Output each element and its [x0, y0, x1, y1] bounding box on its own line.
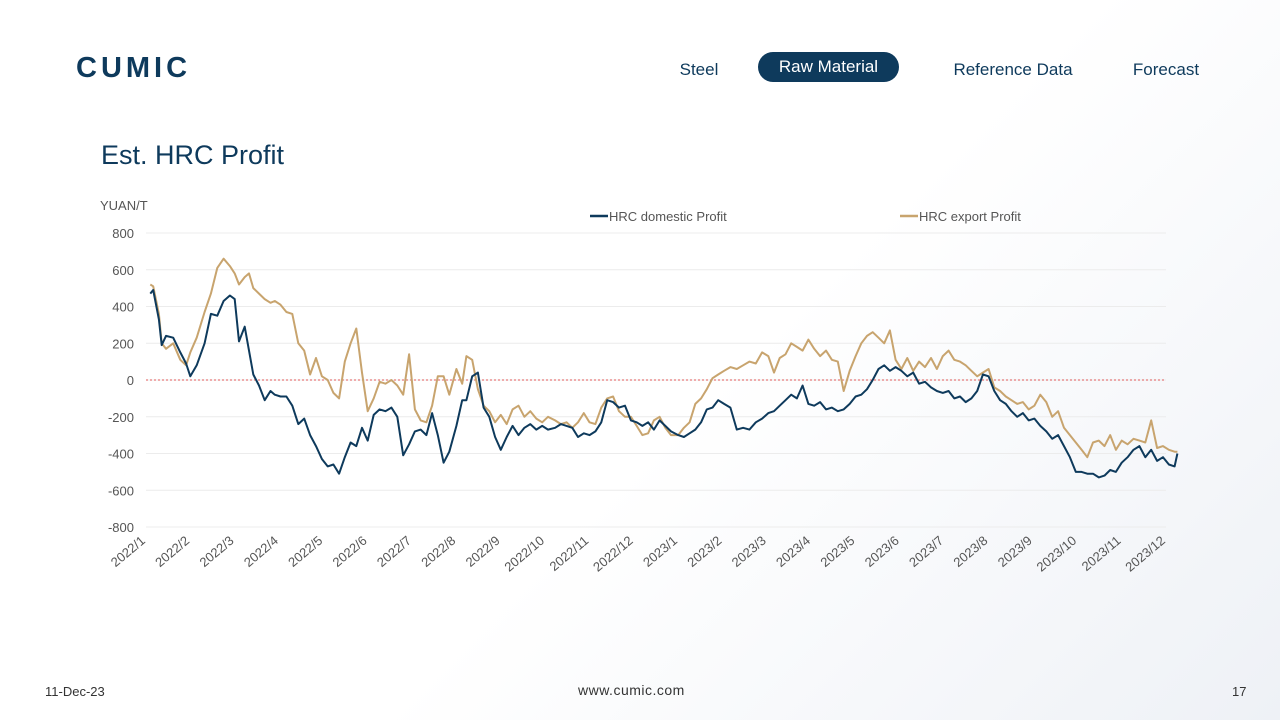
legend-label: HRC domestic Profit: [609, 209, 727, 224]
x-tick-label: 2022/5: [285, 533, 325, 570]
x-tick-label: 2022/12: [590, 533, 636, 575]
x-tick-label: 2022/8: [418, 533, 458, 570]
footer-website[interactable]: www.cumic.com: [578, 682, 685, 698]
page-title: Est. HRC Profit: [101, 140, 285, 170]
cumic-logo: CUMIC: [76, 53, 191, 81]
x-tick-label: 2022/3: [197, 533, 237, 570]
y-tick-label: -800: [108, 520, 134, 535]
grid-lines: [146, 232, 1166, 528]
x-tick-label: 2022/4: [241, 533, 281, 570]
top-nav: Steel Raw Material Reference Data Foreca…: [0, 52, 1280, 84]
x-tick-label: 2023/1: [640, 533, 680, 570]
x-tick-label: 2023/12: [1122, 533, 1168, 575]
tab-forecast[interactable]: Forecast: [1132, 60, 1200, 79]
x-tick-label: 2023/2: [684, 533, 724, 570]
y-tick-label: 200: [112, 336, 134, 351]
series-line-domestic: [149, 289, 1179, 479]
x-tick-label: 2022/2: [152, 533, 192, 570]
x-tick-label: 2023/11: [1079, 533, 1124, 574]
y-tick-label: 0: [127, 373, 134, 388]
tab-raw-material[interactable]: Raw Material: [758, 52, 899, 82]
x-tick-label: 2023/10: [1034, 533, 1080, 575]
tab-steel[interactable]: Steel: [679, 60, 719, 79]
x-tick-label: 2023/6: [862, 533, 902, 570]
profit-line-chart: YUAN/T 800 600 400 200 0 -200 -400 -600 -800 202…: [100, 198, 1179, 575]
x-tick-label: 2023/3: [729, 533, 769, 570]
legend: HRC domestic Profit HRC export Profit: [590, 209, 1021, 224]
x-tick-label: 2022/10: [501, 533, 547, 575]
x-tick-labels: 2022/1 2022/2 2022/3 2022/4 2022/5 2022/6 2022…: [108, 533, 1168, 575]
y-tick-label: 600: [112, 263, 134, 278]
logo-text: CUMIC: [76, 53, 191, 81]
x-tick-label: 2023/5: [817, 533, 857, 570]
footer-page-number: 17: [1232, 684, 1247, 699]
y-tick-labels: 800 600 400 200 0 -200 -400 -600 -800: [108, 226, 134, 535]
x-tick-label: 2022/7: [374, 533, 414, 570]
y-tick-label: 800: [112, 226, 134, 241]
y-axis-label: YUAN/T: [100, 198, 148, 213]
y-tick-label: 400: [112, 300, 134, 315]
x-tick-label: 2023/7: [906, 533, 946, 570]
legend-label: HRC export Profit: [919, 209, 1021, 224]
y-tick-label: -200: [108, 410, 134, 425]
x-tick-label: 2022/6: [330, 533, 370, 570]
x-tick-label: 2023/9: [995, 533, 1035, 570]
x-tick-label: 2023/8: [950, 533, 990, 570]
y-tick-label: -400: [108, 447, 134, 462]
x-tick-label: 2022/9: [463, 533, 503, 570]
series-line-export: [149, 257, 1178, 459]
series-lines: [149, 257, 1179, 479]
x-tick-label: 2023/4: [773, 533, 813, 570]
x-tick-label: 2022/11: [547, 533, 592, 574]
tab-reference-data[interactable]: Reference Data: [953, 60, 1073, 79]
footer-date: 11-Dec-23: [45, 684, 105, 699]
y-tick-label: -600: [108, 483, 134, 498]
x-tick-label: 2022/1: [108, 533, 148, 570]
